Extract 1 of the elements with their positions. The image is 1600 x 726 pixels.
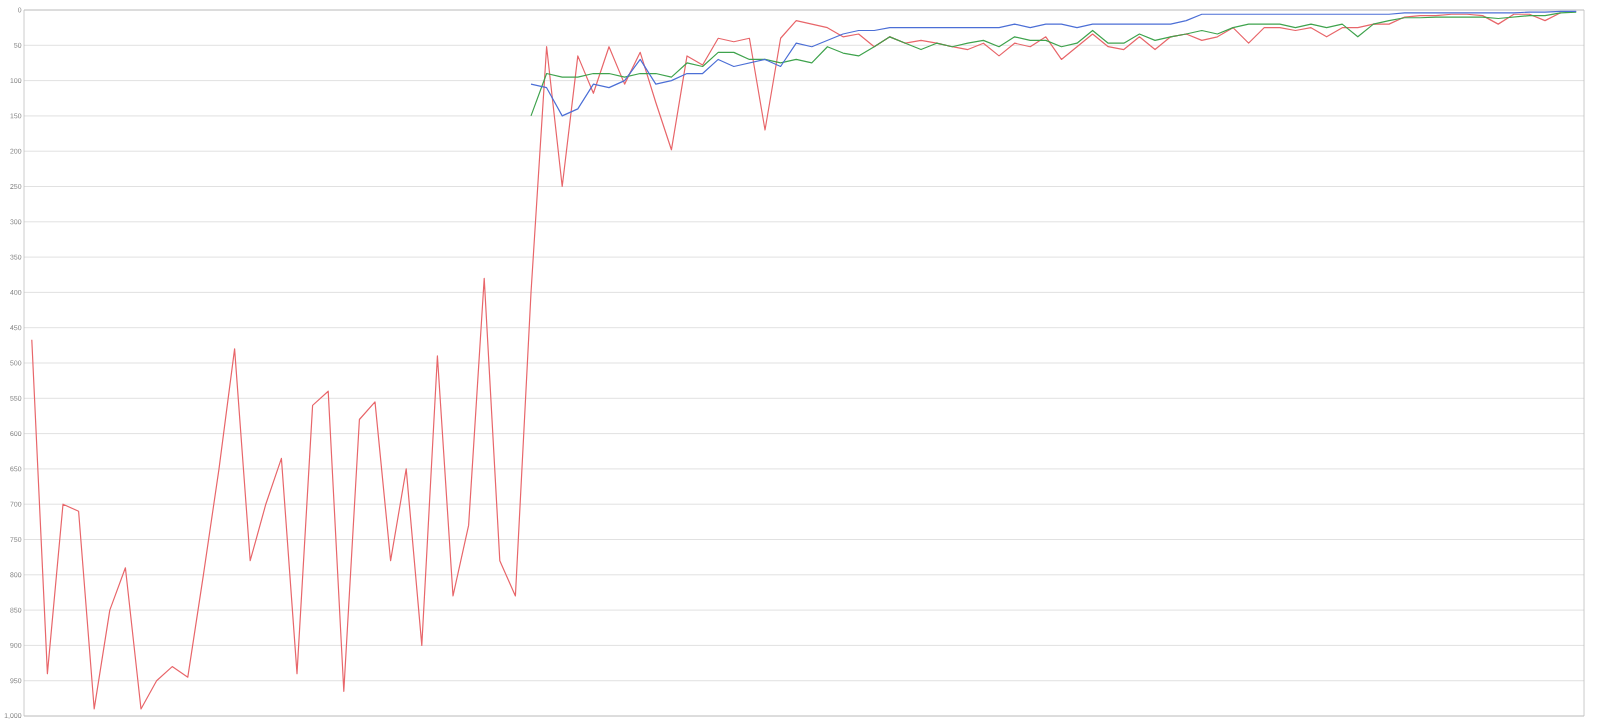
- line-series: [31, 12, 1562, 710]
